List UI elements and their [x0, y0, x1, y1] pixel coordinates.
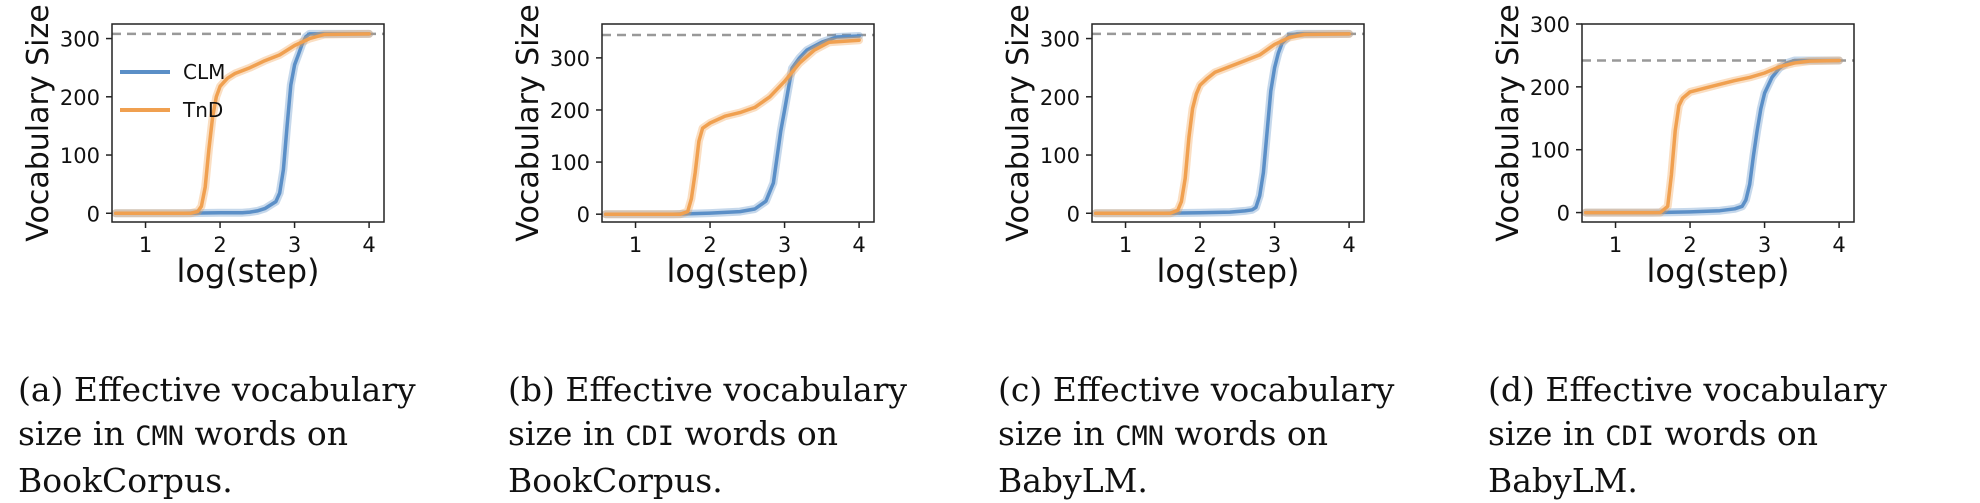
plot-frame	[601, 23, 875, 223]
legend-label-clm: CLM	[183, 60, 225, 84]
plot-frame	[1091, 23, 1365, 223]
y-tick-label: 100	[60, 144, 100, 168]
x-tick-label: 3	[1758, 233, 1771, 257]
panel-c: 1 2 3 4 0 100 200 300 log(step) Vocabulary Size (…	[980, 0, 1470, 500]
series-band-clm	[601, 32, 864, 219]
y-axis-label: Vocabulary Size	[1491, 4, 1526, 241]
y-tick-label: 300	[60, 28, 100, 52]
x-tick-label: 2	[1193, 233, 1206, 257]
series-line-clm	[1093, 32, 1351, 216]
series-band-clm	[111, 29, 374, 218]
caption-b: (b) Effective vocabulary size in CDI wor…	[508, 368, 978, 503]
x-tick-label: 1	[629, 233, 642, 257]
series-line-tnd	[1093, 32, 1351, 216]
y-tick-label: 300	[1040, 28, 1080, 52]
x-tick-label: 3	[288, 233, 301, 257]
x-axis-label: log(step)	[1647, 252, 1790, 290]
plot-frame	[1581, 23, 1855, 223]
series-line-clm	[113, 32, 371, 216]
y-tick-label: 100	[1530, 139, 1570, 163]
series-band-clm	[1091, 29, 1354, 218]
series-line-clm	[603, 34, 861, 216]
x-tick-label: 4	[852, 233, 865, 257]
y-tick-label: 0	[1067, 202, 1080, 226]
x-tick-label: 3	[778, 233, 791, 257]
panel-d: 1 2 3 4 0 100 200 300 log(step) Vocabulary Size (…	[1470, 0, 1960, 500]
x-axis-label: log(step)	[1157, 252, 1300, 290]
y-axis-label: Vocabulary Size	[21, 4, 56, 241]
caption-code: CMN	[1115, 421, 1164, 452]
y-tick-label: 0	[1557, 202, 1570, 226]
y-tick-label: 0	[577, 203, 590, 227]
y-tick-label: 200	[60, 86, 100, 110]
chart-c: 1 2 3 4 0 100 200 300 log(step) Vocabulary Size	[1001, 4, 1365, 290]
series-line-tnd	[113, 32, 371, 216]
series-line-tnd	[1583, 58, 1841, 215]
x-tick-label: 3	[1268, 233, 1281, 257]
caption-prefix: (d) Effective vocabulary size in	[1488, 370, 1888, 453]
y-tick-label: 100	[550, 151, 590, 175]
caption-code: CMN	[135, 421, 184, 452]
panel-b: 1 2 3 4 0 100 200 300 log(step) Vocabulary Size (…	[490, 0, 980, 500]
x-tick-label: 4	[1832, 233, 1845, 257]
caption-prefix: (b) Effective vocabulary size in	[508, 370, 908, 453]
y-axis-label: Vocabulary Size	[1001, 4, 1036, 241]
caption-a: (a) Effective vocabulary size in CMN wor…	[18, 368, 488, 503]
y-tick-label: 300	[550, 47, 590, 71]
x-tick-label: 2	[213, 233, 226, 257]
series-band-tnd	[111, 29, 374, 218]
caption-code: CDI	[1605, 421, 1654, 452]
caption-c: (c) Effective vocabulary size in CMN wor…	[998, 368, 1468, 503]
x-tick-label: 2	[703, 233, 716, 257]
y-tick-label: 100	[1040, 144, 1080, 168]
series-band-tnd	[1091, 29, 1354, 218]
y-tick-label: 200	[1040, 86, 1080, 110]
x-axis-label: log(step)	[667, 252, 810, 290]
caption-prefix: (a) Effective vocabulary size in	[18, 370, 416, 453]
y-tick-label: 300	[1530, 13, 1570, 37]
plot-frame	[111, 23, 385, 223]
x-tick-label: 1	[139, 233, 152, 257]
y-axis-label: Vocabulary Size	[511, 4, 546, 241]
panel-a: 1 2 3 4 0 100 200 300 log(step) Vocabulary Size CL…	[0, 0, 490, 500]
y-tick-label: 0	[87, 202, 100, 226]
chart-b: 1 2 3 4 0 100 200 300 log(step) Vocabulary Size	[511, 4, 875, 290]
series-band-tnd	[601, 36, 864, 219]
x-tick-label: 1	[1609, 233, 1622, 257]
x-tick-label: 4	[1342, 233, 1355, 257]
chart-a: 1 2 3 4 0 100 200 300 log(step) Vocabulary Size CL…	[21, 4, 385, 290]
chart-d: 1 2 3 4 0 100 200 300 log(step) Vocabulary Size	[1491, 4, 1855, 290]
y-tick-label: 200	[550, 99, 590, 123]
series-band-tnd	[1581, 56, 1844, 217]
caption-code: CDI	[625, 421, 674, 452]
caption-prefix: (c) Effective vocabulary size in	[998, 370, 1395, 453]
caption-d: (d) Effective vocabulary size in CDI wor…	[1488, 368, 1958, 503]
y-tick-label: 200	[1530, 76, 1570, 100]
x-tick-label: 4	[362, 233, 375, 257]
x-tick-label: 2	[1683, 233, 1696, 257]
x-axis-label: log(step)	[177, 252, 320, 290]
series-line-tnd	[603, 38, 861, 216]
x-tick-label: 1	[1119, 233, 1132, 257]
legend-label-tnd: TnD	[182, 98, 223, 122]
